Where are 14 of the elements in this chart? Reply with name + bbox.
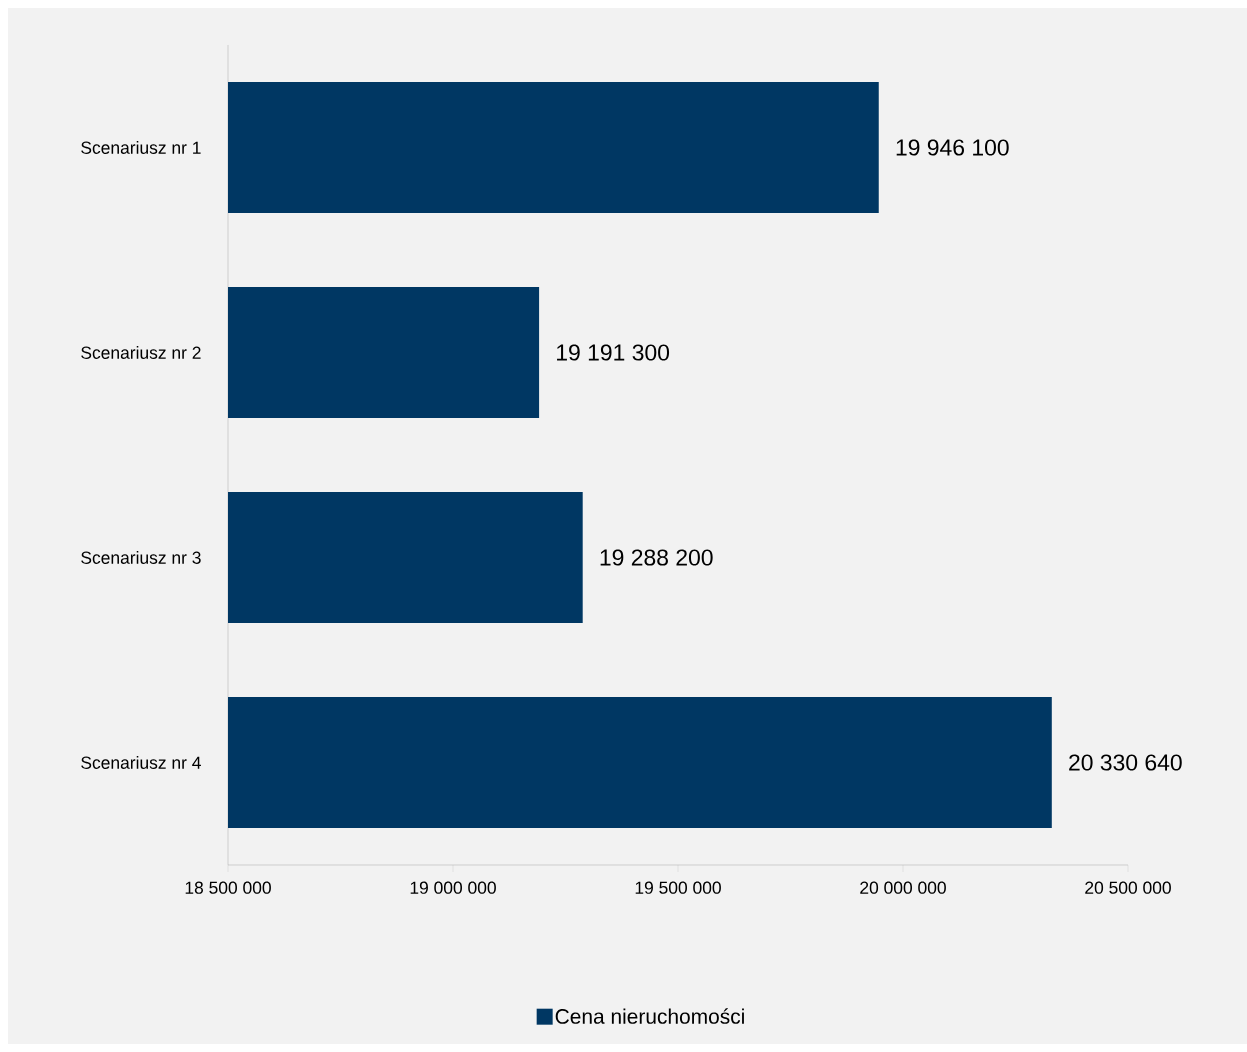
data-label: 19 288 200 (600, 549, 713, 566)
x-tick-label: 18 500 000 (185, 881, 271, 894)
x-tick-label: 19 500 000 (635, 881, 721, 894)
y-tick-label: Scenariusz nr 4 (81, 756, 201, 769)
data-label: 20 330 640 (1069, 754, 1182, 771)
legend-label: Cena nieruchomości (555, 1008, 744, 1024)
y-tick-label: Scenariusz nr 1 (81, 141, 201, 154)
y-tick-label: Scenariusz nr 3 (81, 551, 201, 564)
x-tick-label: 19 000 000 (410, 881, 496, 894)
data-label: 19 191 300 (557, 344, 670, 361)
x-tick-label: 20 000 000 (860, 881, 946, 894)
y-tick-label: Scenariusz nr 2 (81, 346, 201, 359)
x-tick-label: 20 500 000 (1085, 881, 1171, 894)
data-label: 19 946 100 (896, 139, 1009, 156)
